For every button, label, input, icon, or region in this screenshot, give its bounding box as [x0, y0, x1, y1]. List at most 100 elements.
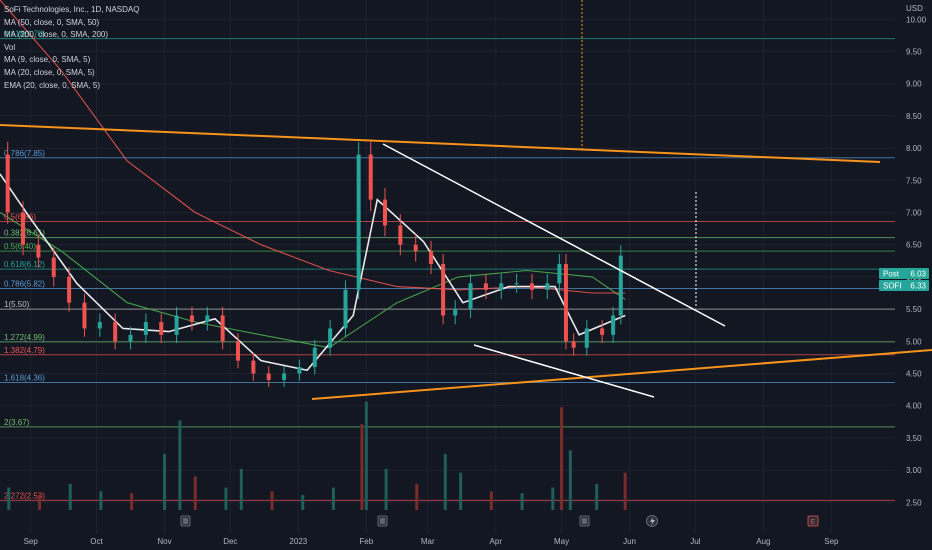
candle-body: [82, 302, 87, 329]
indicator-ma50[interactable]: MA (50, close, 0, SMA, 50): [4, 17, 100, 27]
volume-bar: [415, 483, 419, 510]
future-earnings-marker[interactable]: E: [807, 515, 819, 527]
indicator-ma200[interactable]: MA (200, close, 0, SMA, 200): [4, 30, 109, 40]
fib-label: 2(3.67): [4, 418, 30, 427]
volume-bar: [193, 476, 197, 510]
event-markers: E: [180, 515, 819, 527]
fib-label: 0.786(5.82): [4, 279, 45, 288]
time-tick-label: Feb: [359, 537, 373, 546]
candle-body: [545, 283, 550, 290]
earnings-marker-1[interactable]: [180, 515, 191, 527]
volume-bar: [560, 407, 564, 510]
candle-body: [297, 367, 302, 374]
volume-bar: [239, 468, 243, 510]
price-tick-label: 4.00: [906, 402, 922, 411]
price-tick-label: 8.00: [906, 144, 922, 153]
candles: [5, 141, 623, 388]
time-axis[interactable]: Sep Oct Nov Dec 2023 Feb Mar Apr May Jun Jul Aug Sep: [24, 537, 839, 546]
time-tick-label: Sep: [824, 537, 839, 546]
candle-body: [571, 341, 576, 348]
time-tick-label: Dec: [223, 537, 237, 546]
channel-bottom-line[interactable]: [473, 344, 655, 398]
price-badges: Post 6.03 SOFI 6.33: [879, 268, 929, 291]
price-tick-label: 9.50: [906, 48, 922, 57]
candle-body: [159, 321, 164, 335]
time-tick-label: May: [554, 537, 569, 546]
indicator-ma9[interactable]: MA (9, close, 0, SMA, 5): [4, 55, 91, 65]
candle-body: [557, 264, 562, 284]
price-tick-label: 10.00: [906, 15, 927, 24]
price-tick-label: 5.00: [906, 337, 922, 346]
fib-label: 1.618(4.36): [4, 374, 45, 383]
flash-event-marker[interactable]: [646, 515, 658, 527]
sofi-badge-label: SOFI: [883, 282, 902, 291]
candle-body: [113, 321, 118, 342]
indicator-ema20[interactable]: EMA (20, close, 0, SMA, 5): [4, 80, 101, 90]
price-tick-label: 3.50: [906, 434, 922, 443]
time-tick-label: Apr: [490, 537, 503, 546]
volume-bar: [270, 491, 274, 510]
volume-bar: [595, 483, 599, 510]
candle-body: [441, 264, 446, 316]
candle-body: [343, 289, 348, 329]
fib-label: 0.5(6.40): [4, 242, 36, 251]
fib-label: 1.272(4.99): [4, 333, 45, 342]
price-tick-label: 3.00: [906, 466, 922, 475]
candle-body: [356, 154, 361, 290]
time-tick-label: Mar: [421, 537, 435, 546]
time-tick-label: 2023: [289, 537, 307, 546]
earnings-marker-2[interactable]: [377, 515, 388, 527]
grid: [0, 0, 895, 534]
fib-label: 1(5.50): [4, 300, 30, 309]
earnings-marker-3[interactable]: [579, 515, 590, 527]
post-badge[interactable]: Post 6.03: [879, 268, 929, 279]
time-tick-label: Nov: [157, 537, 171, 546]
candle-body: [67, 276, 72, 303]
lower-trendline[interactable]: [311, 349, 932, 400]
candle-body: [205, 315, 210, 322]
trend-drawings: [0, 0, 932, 400]
price-tick-label: 5.50: [906, 305, 922, 314]
upper-trendline[interactable]: [0, 124, 881, 163]
candle-body: [368, 154, 373, 200]
price-tick-label: 2.50: [906, 498, 922, 507]
volume-bar: [459, 472, 463, 510]
candle-body: [584, 328, 589, 348]
fib-label: 0.5(6.86): [4, 213, 36, 222]
post-badge-label: Post: [883, 270, 900, 279]
candle-body: [251, 360, 256, 374]
candle-body: [189, 315, 194, 322]
sofi-badge[interactable]: SOFI 6.33: [879, 280, 929, 291]
candle-body: [328, 328, 333, 348]
candle-body: [236, 341, 241, 361]
volume-bar: [443, 454, 447, 510]
sofi-badge-value: 6.33: [910, 282, 926, 291]
candle-body: [312, 347, 317, 368]
svg-text:E: E: [811, 519, 816, 526]
time-tick-label: Aug: [756, 537, 770, 546]
price-tick-label: 4.50: [906, 369, 922, 378]
time-tick-label: Sep: [24, 537, 39, 546]
channel-top-line[interactable]: [382, 143, 726, 327]
indicator-vol[interactable]: Vol: [4, 42, 16, 52]
time-tick-label: Jul: [690, 537, 700, 546]
volume-bar: [623, 472, 627, 510]
time-tick-label: Jun: [623, 537, 636, 546]
time-tick-label: Oct: [90, 537, 103, 546]
volume-bar: [7, 487, 11, 510]
candle-body: [413, 244, 418, 252]
price-axis[interactable]: 10.009.509.008.508.007.507.006.506.005.5…: [906, 15, 927, 507]
candle-body: [174, 315, 179, 335]
candle-body: [453, 309, 458, 316]
indicator-ma20[interactable]: MA (20, close, 0, SMA, 5): [4, 67, 95, 77]
candle-body: [220, 315, 225, 342]
candle-body: [128, 334, 133, 342]
candle-body: [51, 257, 56, 277]
price-tick-label: 7.50: [906, 176, 922, 185]
symbol-title[interactable]: SoFi Technologies, Inc., 1D, NASDAQ: [4, 5, 140, 14]
volume-bar: [130, 493, 134, 510]
candle-body: [143, 321, 148, 335]
price-tick-label: 9.00: [906, 80, 922, 89]
